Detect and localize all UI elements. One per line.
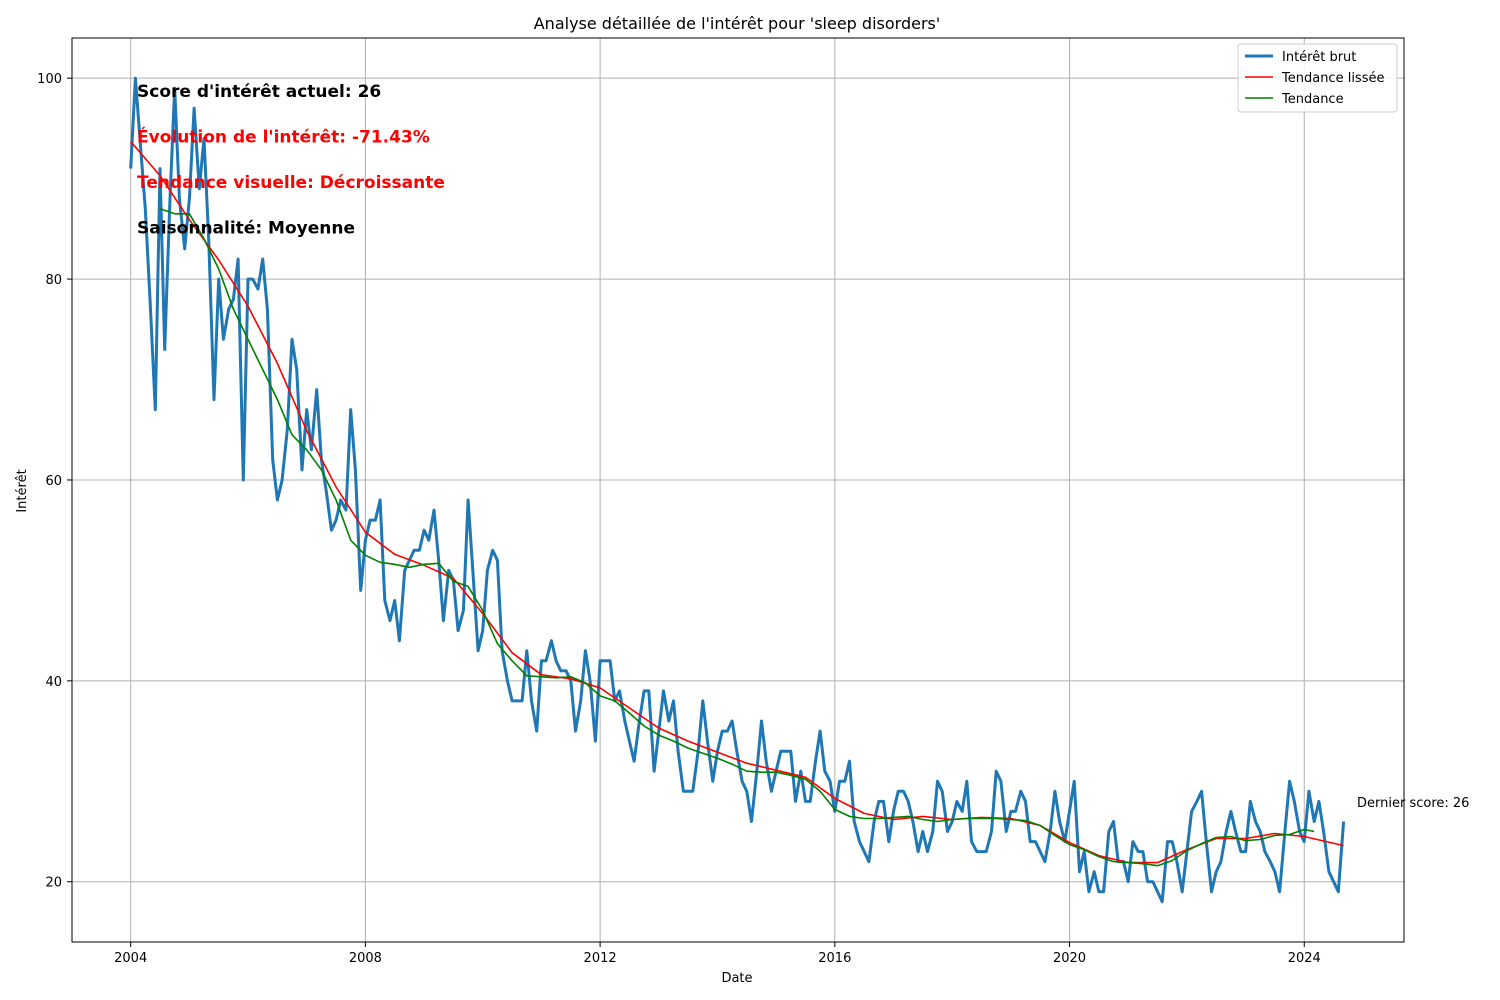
grid-lines xyxy=(72,38,1404,942)
x-axis-label: Date xyxy=(721,971,752,986)
y-tick-label: 100 xyxy=(37,72,62,87)
last-score-label: Dernier score: 26 xyxy=(1357,796,1469,811)
x-tick-label: 2020 xyxy=(1053,951,1086,966)
legend-label: Tendance lissée xyxy=(1281,71,1384,86)
series-line-1 xyxy=(129,76,1346,904)
plot-frame xyxy=(71,37,1405,943)
y-tick-label: 40 xyxy=(45,675,62,690)
legend-label: Tendance xyxy=(1281,92,1344,107)
y-tick-label: 20 xyxy=(45,876,62,891)
legend: Intérêt brut Tendance lissée Tendance xyxy=(1237,43,1398,113)
y-tick-label: 60 xyxy=(45,474,62,489)
y-axis-label: Intérêt xyxy=(15,469,30,512)
y-tick-label: 80 xyxy=(45,273,62,288)
annotation-text: Tendance visuelle: Décroissante xyxy=(137,173,445,193)
x-tick-label: 2008 xyxy=(349,951,382,966)
annotation-text: Score d'intérêt actuel: 26 xyxy=(137,82,381,102)
axis-ticks: 2004 2008 2012 2016 2020 2024 20 40 60 80 100 xyxy=(37,72,1321,966)
series-line-3 xyxy=(159,208,1315,867)
x-tick-label: 2024 xyxy=(1288,951,1321,966)
annotation-text: Évolution de l'intérêt: -71.43% xyxy=(137,126,430,148)
x-tick-label: 2016 xyxy=(818,951,851,966)
annotations: Score d'intérêt actuel: 26 Évolution de l… xyxy=(137,82,445,239)
series-layer xyxy=(129,76,1346,904)
chart-title: Analyse détaillée de l'intérêt pour 'sle… xyxy=(534,14,941,33)
x-tick-label: 2012 xyxy=(584,951,617,966)
x-tick-label: 2004 xyxy=(114,951,147,966)
legend-box xyxy=(1237,43,1398,113)
annotation-text: Saisonnalité: Moyenne xyxy=(137,219,355,239)
legend-label: Intérêt brut xyxy=(1282,50,1356,65)
